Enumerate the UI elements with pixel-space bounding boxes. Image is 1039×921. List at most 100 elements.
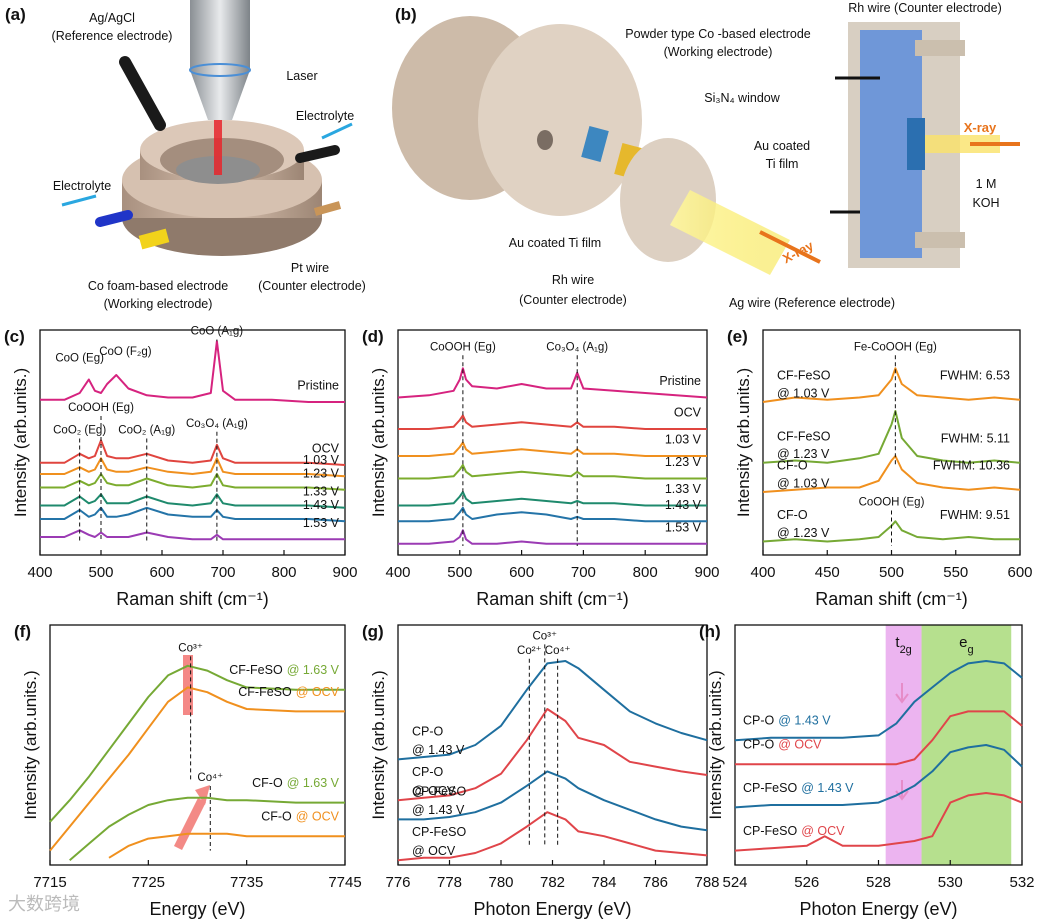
series-condition: @ OCV (778, 738, 822, 752)
diagram-label: Pt wire (291, 261, 329, 275)
x-tick-label: 600 (509, 564, 534, 581)
series-line (397, 811, 708, 862)
series-condition: @ OCV (296, 685, 340, 699)
series-line (398, 529, 707, 545)
annotation: CoO (F₂g) (99, 346, 152, 358)
band-label-sub: 2g (900, 644, 912, 656)
series-label: CP-O (412, 724, 444, 738)
panel-label: (d) (362, 327, 384, 346)
y-axis-label: Intensity (arb.units.) (369, 670, 388, 819)
series-line (398, 441, 707, 457)
series-name: CP-FeSO (743, 824, 797, 838)
series-label: Pristine (659, 374, 701, 388)
panel-label: (g) (362, 622, 384, 641)
diagram-label: Co foam-based electrode (88, 279, 228, 293)
series-condition: @ 1.63 V (287, 663, 340, 677)
series-line (40, 439, 346, 466)
series-condition: @ OCV (412, 844, 456, 858)
annotation: CoO (A₁g) (191, 326, 244, 338)
series-note: FWHM: 6.53 (940, 369, 1010, 383)
series-name: CF-O (252, 776, 283, 790)
diagram-label: X-ray (964, 120, 997, 135)
x-tick-label: 400 (385, 564, 410, 581)
x-tick-label: 800 (271, 564, 296, 581)
series-label: CF-FeSO (777, 429, 831, 443)
arrow (195, 785, 210, 805)
annotation: CoO₂ (A₁g) (118, 425, 175, 437)
series-line (398, 414, 707, 430)
x-tick-label: 400 (27, 564, 52, 581)
series-line (40, 529, 345, 541)
series-label: CF-FeSO (777, 369, 831, 383)
series-label: 1.03 V (303, 453, 340, 467)
series-line (40, 473, 346, 491)
x-tick-label: 780 (488, 874, 513, 891)
x-tick-label: 550 (943, 564, 968, 581)
annotation: Co₃O₄ (A₁g) (546, 341, 608, 353)
diagram-label: Au coated (754, 139, 810, 153)
x-tick-label: 776 (385, 874, 410, 891)
x-tick-label: 700 (210, 564, 235, 581)
band (921, 625, 1012, 865)
x-tick-label: 600 (149, 564, 174, 581)
series-label: CP-FeSO (412, 825, 466, 839)
band-label-sub: g (968, 644, 974, 656)
series-line (108, 832, 345, 859)
band (885, 625, 922, 865)
band-label: eg (959, 634, 973, 656)
x-tick-label: 786 (643, 874, 668, 891)
x-axis-label: Photon Energy (eV) (799, 899, 957, 919)
series-label: CF-O (777, 508, 808, 522)
series-line (40, 506, 346, 523)
diagram-label: Rh wire (Counter electrode) (848, 1, 1002, 15)
diagram-label: 1 M (976, 177, 997, 191)
series-condition: @ 1.43 V (412, 743, 465, 757)
series-label: 1.33 V (665, 482, 702, 496)
series-note: FWHM: 9.51 (940, 508, 1010, 522)
diagram-label: Ag wire (Reference electrode) (729, 296, 895, 310)
series-condition: @ OCV (801, 824, 845, 838)
axes-frame (397, 329, 708, 556)
x-tick-label: 784 (591, 874, 616, 891)
series-name: CP-FeSO (743, 781, 797, 795)
series-label: 1.53 V (665, 520, 702, 534)
x-tick-label: 500 (879, 564, 904, 581)
series-label: CF-FeSO @ 1.63 V (229, 663, 339, 677)
panel-label: (b) (395, 5, 417, 24)
series-name: CP-O (743, 714, 775, 728)
annotation: Fe-CoOOH (Eg) (854, 341, 937, 353)
series-note: FWHM: 5.11 (941, 432, 1010, 446)
x-tick-label: 7725 (132, 874, 165, 891)
panel-label: (h) (699, 622, 721, 641)
panel-label: (c) (4, 327, 25, 346)
series-note: FWHM: 10.36 (933, 459, 1010, 473)
series-label: 1.43 V (665, 498, 702, 512)
diagram-label: Si₃N₄ window (704, 91, 780, 105)
y-axis-label: Intensity (arb.units.) (21, 670, 40, 819)
x-axis-label: Raman shift (cm⁻¹) (476, 589, 629, 609)
series-label: CP-O @ 1.43 V (743, 714, 831, 728)
series-line (398, 464, 707, 480)
x-tick-label: 400 (750, 564, 775, 581)
annotation: Co³⁺ (178, 642, 203, 654)
series-line (762, 410, 1021, 464)
x-tick-label: 600 (1007, 564, 1032, 581)
band-label-main: e (959, 634, 967, 651)
cell-drawing-b (392, 16, 1020, 275)
series-line (734, 792, 1023, 852)
series-condition: @ 1.03 V (777, 386, 830, 400)
series-line (398, 770, 708, 832)
diagram-label: Au coated Ti film (509, 236, 601, 250)
series-label: 1.33 V (303, 484, 340, 498)
series-line (397, 708, 708, 802)
annotation: Co⁴⁺ (545, 645, 571, 657)
series-line (49, 686, 345, 852)
annotation: Co₃O₄ (A₁g) (186, 418, 248, 430)
diagram-label: (Counter electrode) (519, 293, 627, 307)
series-name: CF-FeSO (238, 685, 292, 699)
series-condition: @ 1.23 V (777, 447, 830, 461)
series-line (40, 493, 346, 509)
annotation: CoOOH (Eg) (859, 497, 925, 509)
diagram-label: Electrolyte (53, 179, 111, 193)
x-axis-label: Raman shift (cm⁻¹) (815, 589, 968, 609)
